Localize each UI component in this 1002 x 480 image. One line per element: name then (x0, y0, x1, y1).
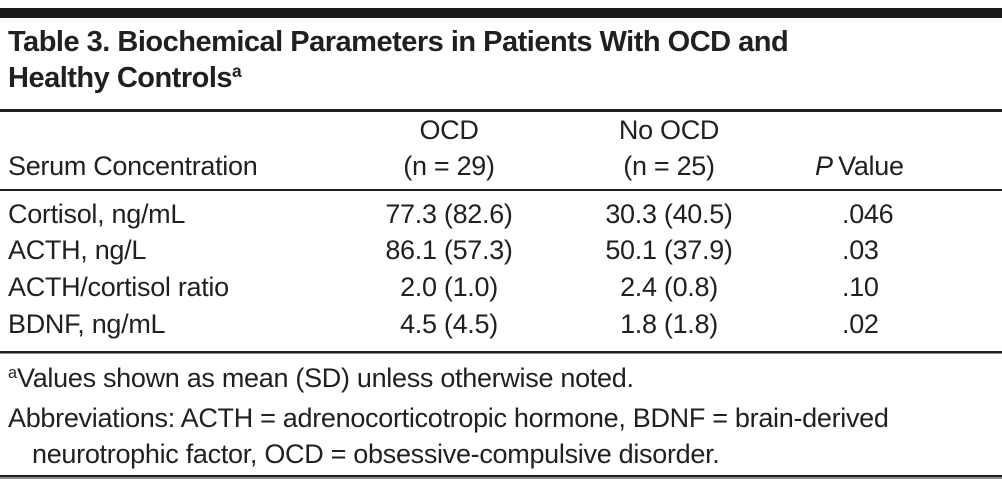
no-ocd-group-label: No OCD (618, 115, 720, 145)
p-value-italic-p: P (815, 151, 833, 181)
table-title: Table 3. Biochemical Parameters in Patie… (8, 24, 994, 99)
ocd-value-cell: 86.1 (57.3) (385, 235, 513, 265)
title-footnote-marker: a (232, 61, 242, 82)
ocd-value-cell: 77.3 (82.6) (385, 198, 513, 229)
no-ocd-value-cell: 2.4 (0.8) (620, 272, 718, 302)
no-ocd-value-cell: 30.3 (40.5) (605, 198, 733, 229)
ocd-value-cell: 4.5 (4.5) (400, 309, 498, 339)
table-body: Cortisol, ng/mL 77.3 (82.6) 30.3 (40.5) … (0, 190, 1002, 343)
p-value-cell: .02 (842, 309, 879, 339)
p-value-cell: .10 (842, 272, 879, 302)
footnote-a-marker: a (8, 364, 18, 383)
column-header-serum-concentration: Serum Concentration (8, 151, 258, 181)
footnote-abbreviations-line2: neurotrophic factor, OCD = obsessive-com… (32, 439, 720, 469)
p-value-label: Value (838, 151, 904, 181)
footnote-abbreviations: Abbreviations: ACTH = adrenocorticotropi… (8, 400, 994, 472)
column-header-ocd: OCD (n = 29) (338, 112, 560, 190)
ocd-group-label: OCD (419, 115, 479, 145)
footnote-a-text: Values shown as mean (SD) unless otherwi… (17, 363, 634, 393)
footnotes: aValues shown as mean (SD) unless otherw… (8, 360, 994, 472)
p-value-cell: .03 (842, 235, 879, 265)
table-row-bdnf: BDNF, ng/mL 4.5 (4.5) 1.8 (1.8) .02 (0, 306, 1002, 343)
table-row-cortisol: Cortisol, ng/mL 77.3 (82.6) 30.3 (40.5) … (0, 190, 1002, 232)
table-row-acth: ACTH, ng/L 86.1 (57.3) 50.1 (37.9) .03 (0, 232, 1002, 269)
bottom-heavy-rule (0, 475, 1002, 479)
title-divider-rule (0, 109, 1002, 112)
top-heavy-rule (0, 8, 1002, 18)
row-label-cell: ACTH/cortisol ratio (8, 272, 229, 302)
body-footnote-divider-rule (0, 351, 1002, 354)
footnote-a: aValues shown as mean (SD) unless otherw… (8, 360, 994, 400)
no-ocd-value-cell: 50.1 (37.9) (605, 235, 733, 265)
no-ocd-sample-size: (n = 25) (623, 151, 715, 181)
column-header-no-ocd: No OCD (n = 25) (560, 112, 778, 190)
footnote-abbreviations-line1: Abbreviations: ACTH = adrenocorticotropi… (8, 403, 889, 433)
table-row-acth-cortisol-ratio: ACTH/cortisol ratio 2.0 (1.0) 2.4 (0.8) … (0, 269, 1002, 306)
table-title-line2: Healthy Controls (8, 62, 233, 94)
row-label-cell: ACTH, ng/L (8, 235, 147, 265)
table-header: Serum Concentration OCD (n = 29) No OCD … (0, 112, 1002, 190)
no-ocd-value-cell: 1.8 (1.8) (620, 309, 718, 339)
row-label-cell: BDNF, ng/mL (8, 309, 166, 339)
ocd-value-cell: 2.0 (1.0) (400, 272, 498, 302)
biochemical-parameters-table: Serum Concentration OCD (n = 29) No OCD … (0, 112, 1002, 343)
table-title-line1: Table 3. Biochemical Parameters in Patie… (8, 26, 789, 58)
ocd-sample-size: (n = 29) (403, 151, 495, 181)
row-label-cell: Cortisol, ng/mL (8, 198, 186, 229)
header-row: Serum Concentration OCD (n = 29) No OCD … (0, 112, 1002, 190)
p-value-cell: .046 (842, 198, 894, 229)
column-header-p-value: P Value (778, 112, 1002, 190)
